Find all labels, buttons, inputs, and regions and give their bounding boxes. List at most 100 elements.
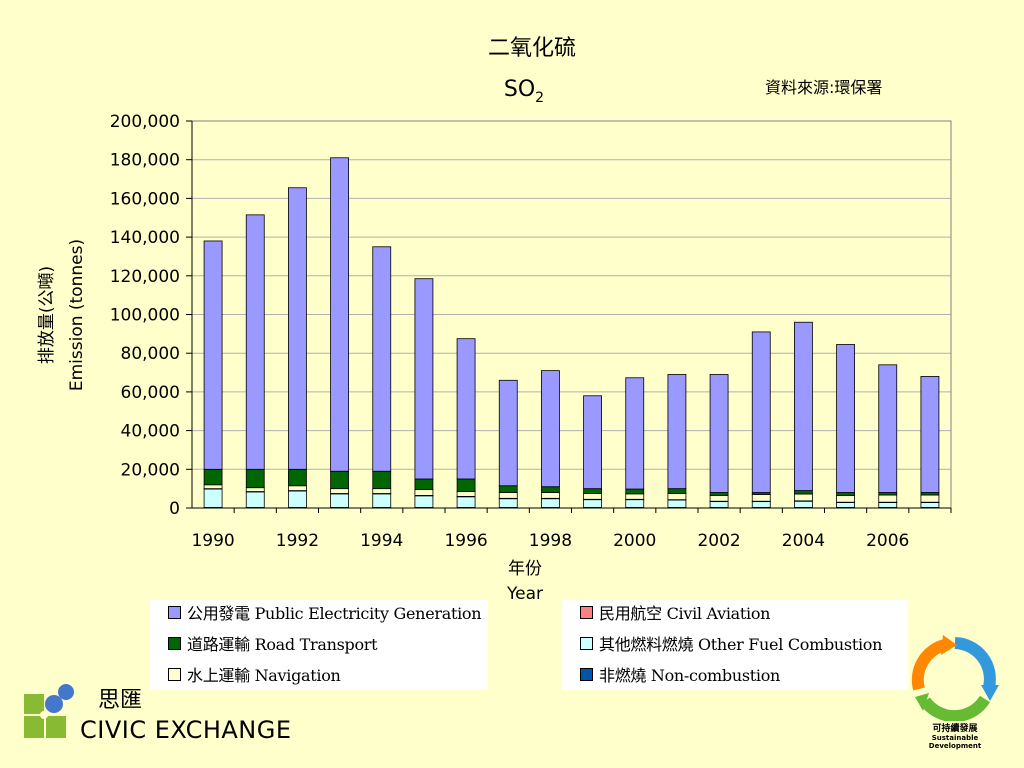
bar-segment bbox=[372, 488, 392, 494]
bar-segment bbox=[583, 395, 602, 490]
civic-logo-en: CIVIC EXCHANGE bbox=[80, 716, 292, 744]
y-tick-labels: 0 20,000 40,000 60,000 80,000 100,000 120,000 1… bbox=[110, 112, 180, 519]
civic-exchange-logo: 思匯 CIVIC EXCHANGE bbox=[20, 680, 300, 750]
recycle-arrows-icon bbox=[911, 635, 999, 721]
y-tick-label: 60,000 bbox=[121, 383, 180, 403]
bar-segment bbox=[794, 493, 813, 502]
legend-swatch bbox=[580, 605, 593, 619]
bar-segment bbox=[456, 491, 476, 497]
bar-segment bbox=[498, 485, 518, 493]
legend-label: 道路運輸 Road Transport bbox=[187, 635, 378, 654]
bar-segment bbox=[709, 492, 729, 496]
x-tick-label: 1998 bbox=[529, 531, 572, 551]
x-tick-label: 1992 bbox=[276, 531, 319, 551]
legend-item: 公用發電 Public Electricity Generation bbox=[168, 601, 482, 623]
bar-segment bbox=[625, 377, 645, 490]
legend-label: 其他燃料燃燒 Other Fuel Combustion bbox=[599, 635, 883, 654]
bar-segment bbox=[667, 493, 687, 501]
bar-segment bbox=[203, 468, 223, 486]
bar-segment bbox=[330, 470, 349, 490]
bar-segment bbox=[878, 494, 898, 503]
bar-segment bbox=[583, 488, 602, 494]
bar-segment bbox=[288, 485, 307, 491]
x-tick-label: 1994 bbox=[360, 531, 403, 551]
legend-item: 非燃燒 Non-combustion bbox=[580, 663, 780, 685]
y-tick-label: 100,000 bbox=[110, 306, 180, 326]
bar-segment bbox=[330, 493, 349, 508]
x-tick-label: 2004 bbox=[782, 531, 825, 551]
legend-item: 其他燃料燃燒 Other Fuel Combustion bbox=[580, 632, 882, 654]
bar-segment bbox=[625, 488, 645, 495]
bar-segment bbox=[920, 502, 940, 508]
bar-segment bbox=[288, 490, 307, 508]
bar-segment bbox=[330, 157, 349, 472]
y-axis-label-en: Emission (tonnes) bbox=[67, 239, 87, 391]
x-tick-label: 2002 bbox=[697, 531, 740, 551]
bar-segment bbox=[456, 496, 476, 508]
bar-segment bbox=[878, 502, 898, 508]
legend-item: 水上運輸 Navigation bbox=[168, 663, 341, 685]
bar-segment bbox=[583, 499, 602, 508]
y-tick-label: 120,000 bbox=[110, 267, 180, 287]
bar-segment bbox=[203, 488, 223, 508]
puzzle-icon bbox=[24, 684, 74, 738]
bar-segment bbox=[498, 498, 518, 508]
bar-segment bbox=[709, 501, 729, 508]
bar-segment bbox=[625, 499, 645, 508]
bar-segment bbox=[541, 498, 560, 508]
chart-title-formula: SO2 bbox=[504, 77, 544, 106]
legend-swatch bbox=[168, 636, 181, 650]
bar-segment bbox=[920, 376, 940, 493]
bar-segment bbox=[541, 492, 560, 499]
bar-segment bbox=[920, 494, 940, 503]
chart-title-cn: 二氧化硫 bbox=[488, 36, 576, 61]
bar-segment bbox=[456, 338, 476, 480]
y-tick-label: 80,000 bbox=[121, 344, 180, 364]
bar-segment bbox=[794, 321, 813, 491]
bar-segment bbox=[709, 495, 729, 502]
sd-logo-en: Sustainable Development bbox=[928, 734, 982, 750]
legend-label: 非燃燒 Non-combustion bbox=[599, 666, 781, 685]
axes bbox=[186, 120, 952, 513]
x-axis-label-cn: 年份 bbox=[508, 559, 542, 579]
bar-segment bbox=[625, 493, 645, 500]
legend-item: 民用航空 Civil Aviation bbox=[580, 601, 771, 623]
bar-segment bbox=[372, 493, 392, 508]
sustainable-development-logo: 可持續發展 Sustainable Development bbox=[905, 635, 1010, 750]
bar-segment bbox=[794, 500, 813, 508]
legend-left: 公用發電 Public Electricity Generation 道路運輸 R… bbox=[150, 600, 488, 690]
y-axis-label-cn: 排放量(公噸) bbox=[37, 266, 57, 364]
bar-segment bbox=[414, 495, 434, 508]
bar-segment bbox=[245, 214, 265, 470]
bar-segment bbox=[878, 364, 898, 493]
legend-item: 道路運輸 Road Transport bbox=[168, 632, 378, 654]
bar-segment bbox=[288, 468, 307, 487]
bar-segment bbox=[836, 502, 855, 508]
y-tick-label: 180,000 bbox=[110, 151, 180, 171]
bar-segment bbox=[583, 493, 602, 500]
bars bbox=[203, 157, 940, 509]
bar-segment bbox=[203, 240, 223, 470]
civic-logo-cn: 思匯 bbox=[98, 688, 143, 713]
bar-segment bbox=[541, 370, 560, 488]
bar-segment bbox=[414, 489, 434, 496]
legend-swatch bbox=[580, 636, 593, 650]
data-source: 資料來源:環保署 bbox=[765, 78, 882, 97]
legend-label: 公用發電 Public Electricity Generation bbox=[187, 604, 482, 623]
legend-right: 民用航空 Civil Aviation 其他燃料燃燒 Other Fuel Com… bbox=[562, 600, 908, 690]
bar-segment bbox=[751, 501, 771, 508]
bar-segment bbox=[836, 344, 855, 493]
bar-segment bbox=[667, 488, 687, 494]
bar-segment bbox=[751, 331, 771, 493]
y-tick-label: 0 bbox=[169, 499, 180, 519]
legend-label: 民用航空 Civil Aviation bbox=[599, 604, 771, 623]
x-tick-label: 2000 bbox=[613, 531, 656, 551]
bar-segment bbox=[794, 490, 813, 495]
bar-segment bbox=[414, 278, 434, 480]
y-tick-label: 40,000 bbox=[121, 422, 180, 442]
bar-segment bbox=[836, 492, 855, 496]
x-tick-label: 1990 bbox=[191, 531, 234, 551]
bar-segment bbox=[203, 484, 223, 490]
legend-swatch bbox=[168, 667, 181, 681]
bar-segment bbox=[245, 491, 265, 508]
